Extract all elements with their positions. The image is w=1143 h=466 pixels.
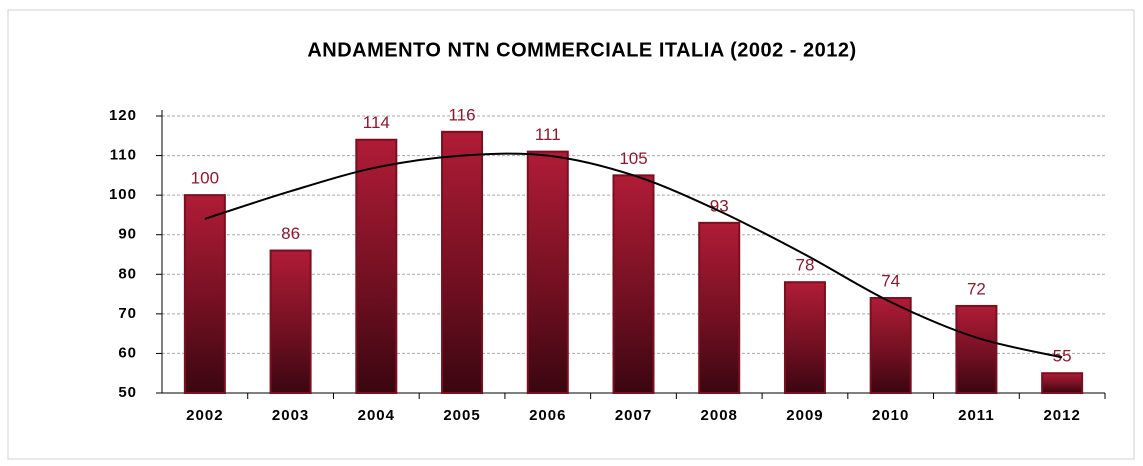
y-tick-label: 70 (118, 305, 137, 322)
y-tick-label: 100 (109, 186, 137, 203)
bar (612, 174, 655, 394)
x-tick-label: 2003 (272, 407, 309, 424)
y-tick-label: 120 (109, 107, 137, 124)
x-tick-label: 2004 (358, 407, 395, 424)
value-label: 111 (535, 125, 561, 144)
bar (869, 297, 912, 394)
x-tick-label: 2011 (958, 407, 995, 424)
value-label: 116 (448, 105, 475, 124)
value-label: 93 (710, 196, 729, 215)
x-tick-label: 2009 (786, 407, 823, 424)
y-tick-label: 90 (118, 226, 137, 243)
y-tick-label: 80 (118, 265, 137, 282)
x-tick-label: 2010 (872, 407, 909, 424)
bar (955, 304, 998, 395)
bar (783, 281, 826, 395)
y-tick-label: 60 (118, 344, 137, 361)
bar (441, 130, 484, 394)
x-tick-label: 2002 (186, 407, 223, 424)
x-tick-label: 2007 (615, 407, 652, 424)
bar (526, 150, 569, 394)
value-label: 100 (191, 169, 219, 188)
chart-title: ANDAMENTO NTN COMMERCIALE ITALIA (2002 -… (307, 39, 856, 61)
value-label: 74 (881, 272, 900, 291)
bar (269, 249, 312, 394)
bar (183, 194, 226, 394)
x-tick-label: 2005 (443, 407, 480, 424)
value-label: 86 (281, 224, 300, 243)
x-tick-label: 2008 (701, 407, 738, 424)
value-label: 72 (967, 279, 986, 298)
trend-line (204, 152, 1063, 359)
value-label: 78 (795, 256, 814, 275)
bar (1041, 372, 1084, 395)
x-tick-label: 2012 (1043, 407, 1080, 424)
x-tick-label: 2006 (529, 407, 566, 424)
value-label: 55 (1053, 347, 1072, 366)
y-tick-label: 50 (118, 384, 137, 401)
bar (355, 138, 398, 394)
value-label: 105 (619, 149, 647, 168)
y-tick-label: 110 (110, 147, 137, 164)
bar (698, 221, 741, 394)
value-label: 114 (363, 113, 390, 132)
